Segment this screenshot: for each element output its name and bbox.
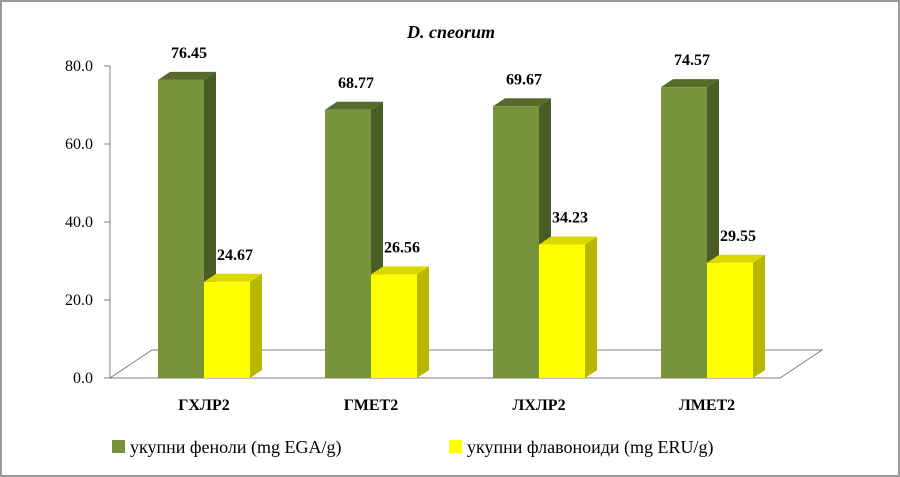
data-label: 76.45 bbox=[171, 45, 207, 62]
category-label: ГМЕТ2 bbox=[344, 397, 398, 414]
bar-flavonoids bbox=[371, 266, 429, 378]
data-label: 74.57 bbox=[674, 52, 710, 69]
legend-item: укупни флавоноиди (mg ERU/g) bbox=[449, 437, 714, 458]
bar-flavonoids bbox=[204, 273, 262, 378]
data-label: 24.67 bbox=[217, 247, 253, 264]
y-tick-label: 40.0 bbox=[65, 214, 93, 231]
data-label: 34.23 bbox=[552, 210, 588, 227]
bar-phenols bbox=[661, 79, 719, 378]
category-labels: ГХЛР2 ГМЕТ2 ЛХЛР2 ЛМЕТ2 bbox=[178, 397, 735, 414]
legend-item: укупни феноли (mg EGA/g) bbox=[112, 437, 342, 458]
legend-swatch bbox=[449, 440, 462, 453]
data-label: 69.67 bbox=[506, 71, 542, 88]
y-axis: 0.0 20.0 40.0 60.0 80.0 bbox=[65, 58, 111, 387]
y-tick-label: 60.0 bbox=[65, 136, 93, 153]
bar-phenols bbox=[325, 101, 383, 378]
category-label: ЛМЕТ2 bbox=[679, 397, 735, 414]
legend-swatch bbox=[112, 440, 125, 453]
y-tick-label: 0.0 bbox=[73, 370, 93, 387]
data-labels: 76.45 24.67 68.77 26.56 69.67 34.23 74.57 29.55 bbox=[171, 45, 756, 264]
y-tick-label: 20.0 bbox=[65, 292, 93, 309]
bar-flavonoids bbox=[539, 236, 597, 378]
legend-label: укупни флавоноиди (mg ERU/g) bbox=[467, 437, 714, 458]
legend-label: укупни феноли (mg EGA/g) bbox=[130, 437, 342, 458]
category-label: ЛХЛР2 bbox=[512, 397, 565, 414]
chart-title: D. cneorum bbox=[406, 22, 495, 42]
data-label: 29.55 bbox=[720, 228, 756, 245]
bar-phenols bbox=[493, 98, 551, 379]
data-label: 68.77 bbox=[338, 75, 374, 92]
y-tick-label: 80.0 bbox=[65, 58, 93, 75]
category-label: ГХЛР2 bbox=[178, 397, 229, 414]
legend: укупни феноли (mg EGA/g) укупни флавоноид… bbox=[112, 437, 714, 458]
bars bbox=[158, 71, 765, 379]
bar-flavonoids bbox=[707, 254, 765, 378]
data-label: 26.56 bbox=[384, 239, 420, 256]
